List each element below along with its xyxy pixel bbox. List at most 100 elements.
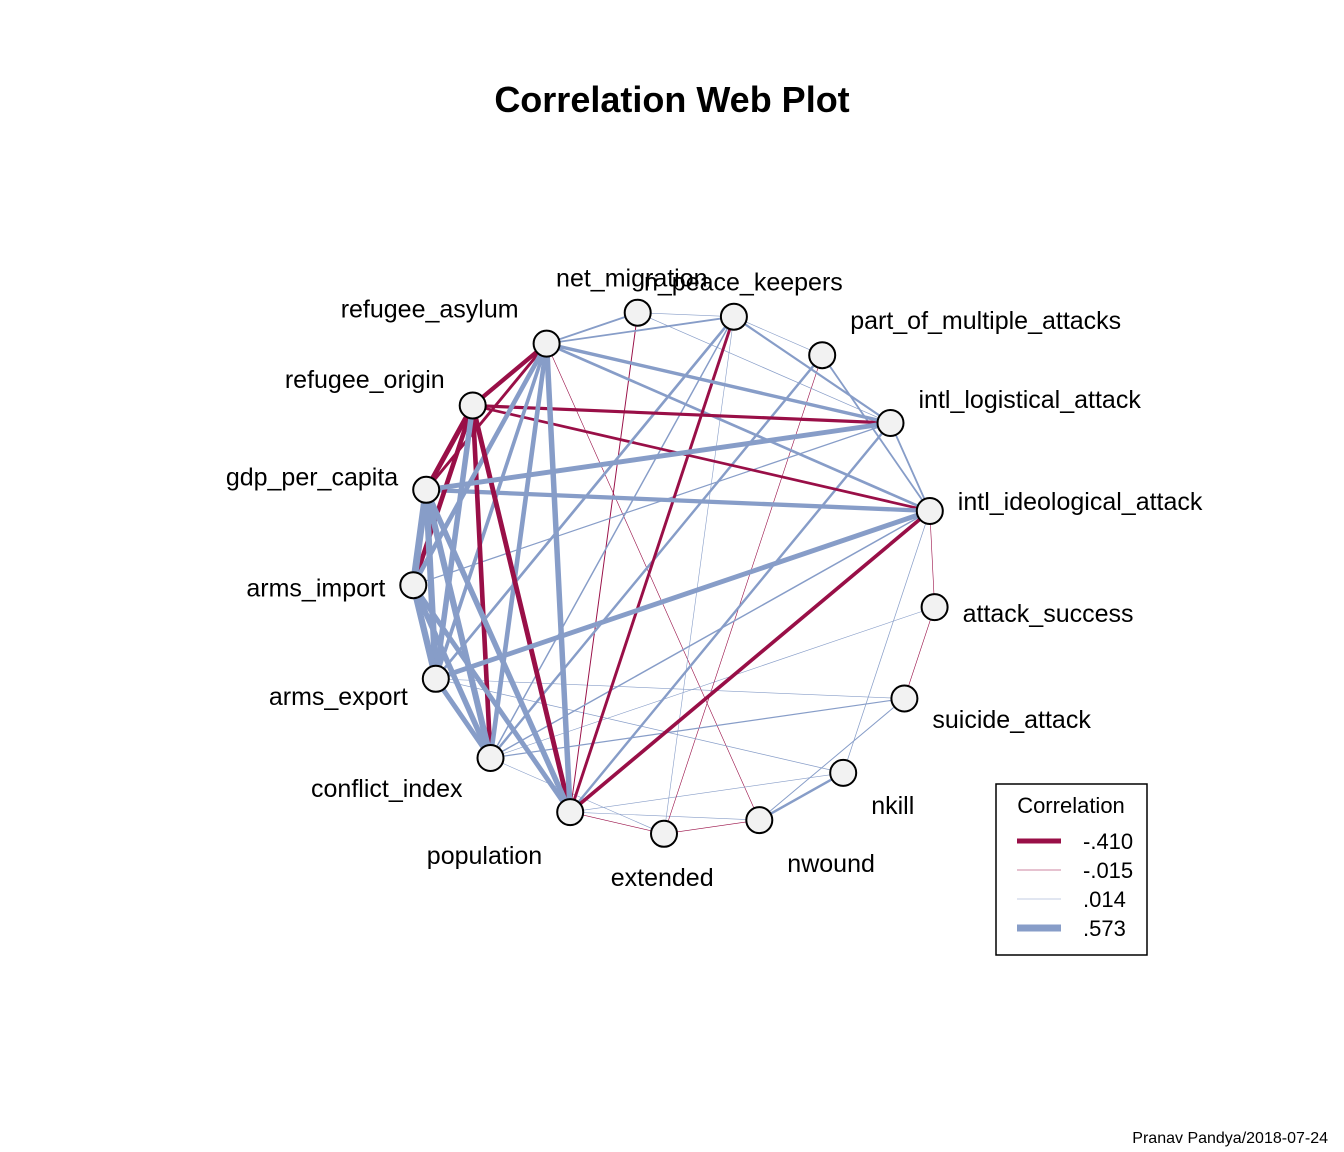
- edge-arms_export-intl_ideological_attack: [433, 508, 933, 682]
- node-gdp_per_capita: [412, 475, 441, 504]
- edge-layer: [409, 311, 935, 835]
- node-extended: [650, 819, 678, 848]
- edge-arms_import-refugee_asylum: [410, 341, 549, 588]
- node-suicide_attack: [890, 684, 919, 713]
- edge-gdp_per_capita-population: [423, 487, 573, 815]
- node-label-arms_import: arms_import: [246, 574, 385, 602]
- edge-nwound-refugee_asylum: [546, 343, 760, 821]
- node-label-n_peace_keepers: n_peace_keepers: [644, 269, 843, 297]
- node-intl_logistical_attack: [876, 409, 905, 437]
- node-n_peace_keepers: [719, 302, 748, 331]
- legend: Correlation -.410 -.015 .014 .573: [995, 783, 1148, 956]
- edge-refugee_asylum-net_migration: [545, 311, 639, 345]
- legend-label-2: .014: [1083, 887, 1126, 912]
- edge-intl_logistical_attack-population: [568, 421, 892, 814]
- node-net_migration: [623, 298, 652, 327]
- node-label-suicide_attack: suicide_attack: [932, 706, 1091, 734]
- node-arms_import: [399, 571, 428, 600]
- edge-gdp_per_capita-conflict_index: [423, 486, 494, 762]
- node-label-arms_export: arms_export: [269, 683, 408, 711]
- edge-gdp_per_capita-arms_export: [423, 486, 439, 682]
- node-population: [556, 798, 585, 827]
- edge-part_of_multiple_attacks-conflict_index: [489, 353, 824, 760]
- node-label-refugee_origin: refugee_origin: [285, 366, 445, 394]
- edge-net_migration-population: [569, 312, 639, 813]
- node-label-attack_success: attack_success: [963, 600, 1134, 628]
- legend-entries: -.410 -.015 .014 .573: [1017, 829, 1133, 941]
- edge-nkill-arms_export: [435, 678, 844, 774]
- legend-label-3: .573: [1083, 916, 1126, 941]
- node-label-refugee_asylum: refugee_asylum: [341, 296, 519, 324]
- legend-label-1: -.015: [1083, 858, 1133, 883]
- node-label-part_of_multiple_attacks: part_of_multiple_attacks: [850, 307, 1121, 335]
- edge-n_peace_keepers-part_of_multiple_attacks: [733, 316, 823, 356]
- edge-n_peace_keepers-extended: [663, 316, 735, 835]
- edge-net_migration-intl_logistical_attack: [637, 312, 891, 424]
- node-label-population: population: [427, 842, 542, 870]
- edge-refugee_origin-population: [470, 403, 573, 815]
- edge-gdp_per_capita-arms_import: [409, 486, 430, 589]
- node-label-conflict_index: conflict_index: [311, 775, 463, 803]
- edge-refugee_asylum-intl_logistical_attack: [544, 341, 893, 425]
- edge-arms_import-population: [410, 582, 573, 815]
- edge-refugee_asylum-conflict_index: [488, 341, 549, 761]
- edge-suicide_attack-arms_export: [435, 678, 905, 699]
- edge-arms_import-arms_export: [410, 582, 439, 682]
- node-label-intl_ideological_attack: intl_ideological_attack: [958, 488, 1203, 516]
- edge-arms_export-refugee_asylum: [433, 341, 549, 681]
- edge-attack_success-conflict_index: [490, 606, 935, 759]
- edge-population-intl_ideological_attack: [568, 509, 932, 814]
- edge-extended-conflict_index: [490, 757, 665, 835]
- edge-refugee_origin-intl_logistical_attack: [471, 403, 893, 425]
- node-label-nwound: nwound: [787, 850, 875, 878]
- node-nwound: [745, 806, 774, 835]
- edge-refugee_origin-refugee_asylum: [470, 341, 549, 408]
- node-label-net_migration: net_migration: [556, 265, 707, 293]
- node-conflict_index: [476, 744, 505, 772]
- edge-refugee_origin-gdp_per_capita: [423, 402, 476, 493]
- edge-refugee_origin-arms_export: [433, 402, 476, 682]
- edge-intl_ideological_attack-nkill: [842, 510, 931, 774]
- edge-gdp_per_capita-intl_ideological_attack: [424, 487, 932, 514]
- edge-extended-population: [569, 811, 665, 835]
- edge-refugee_asylum-population: [543, 340, 573, 815]
- node-part_of_multiple_attacks: [808, 341, 837, 370]
- edge-nwound-population: [569, 811, 760, 821]
- edge-intl_logistical_attack-arms_import: [412, 422, 892, 586]
- edge-refugee_origin-arms_import: [410, 403, 476, 588]
- edge-n_peace_keepers-conflict_index: [489, 315, 735, 759]
- edge-refugee_origin-conflict_index: [470, 403, 493, 761]
- edge-nkill-nwound: [758, 771, 845, 822]
- edge-gdp_per_capita-intl_logistical_attack: [423, 420, 893, 493]
- edge-attack_success-suicide_attack: [904, 606, 935, 699]
- edge-part_of_multiple_attacks-intl_ideological_attack: [821, 354, 931, 512]
- edge-population-n_peace_keepers: [568, 315, 736, 814]
- node-label-gdp_per_capita: gdp_per_capita: [226, 464, 398, 492]
- node-refugee_origin: [458, 391, 487, 420]
- label-layer: n_peace_keeperspart_of_multiple_attacksi…: [226, 265, 1203, 892]
- edge-refugee_asylum-n_peace_keepers: [545, 315, 735, 345]
- node-intl_ideological_attack: [915, 497, 944, 525]
- edge-nkill-population: [569, 772, 844, 813]
- edge-gdp_per_capita-refugee_asylum: [424, 342, 549, 492]
- legend-title: Correlation: [1017, 793, 1125, 818]
- node-nkill: [829, 758, 858, 787]
- edge-intl_logistical_attack-intl_ideological_attack: [889, 422, 931, 512]
- edge-intl_ideological_attack-attack_success: [929, 510, 935, 608]
- edge-n_peace_keepers-intl_logistical_attack: [732, 315, 892, 425]
- edge-nwound-extended: [663, 819, 760, 835]
- edge-arms_import-conflict_index: [410, 582, 494, 761]
- node-label-intl_logistical_attack: intl_logistical_attack: [919, 386, 1142, 414]
- node-label-nkill: nkill: [871, 792, 914, 820]
- chart-title: Correlation Web Plot: [494, 79, 849, 120]
- edge-suicide_attack-nwound: [758, 698, 905, 821]
- edge-net_migration-n_peace_keepers: [637, 312, 735, 318]
- node-layer: [399, 298, 949, 848]
- node-label-extended: extended: [611, 864, 714, 892]
- edge-arms_export-conflict_index: [433, 676, 493, 761]
- edge-refugee_asylum-intl_ideological_attack: [545, 342, 932, 513]
- node-attack_success: [920, 593, 949, 622]
- credit-text: Pranav Pandya/2018-07-24: [1132, 1130, 1328, 1147]
- legend-label-0: -.410: [1083, 829, 1133, 854]
